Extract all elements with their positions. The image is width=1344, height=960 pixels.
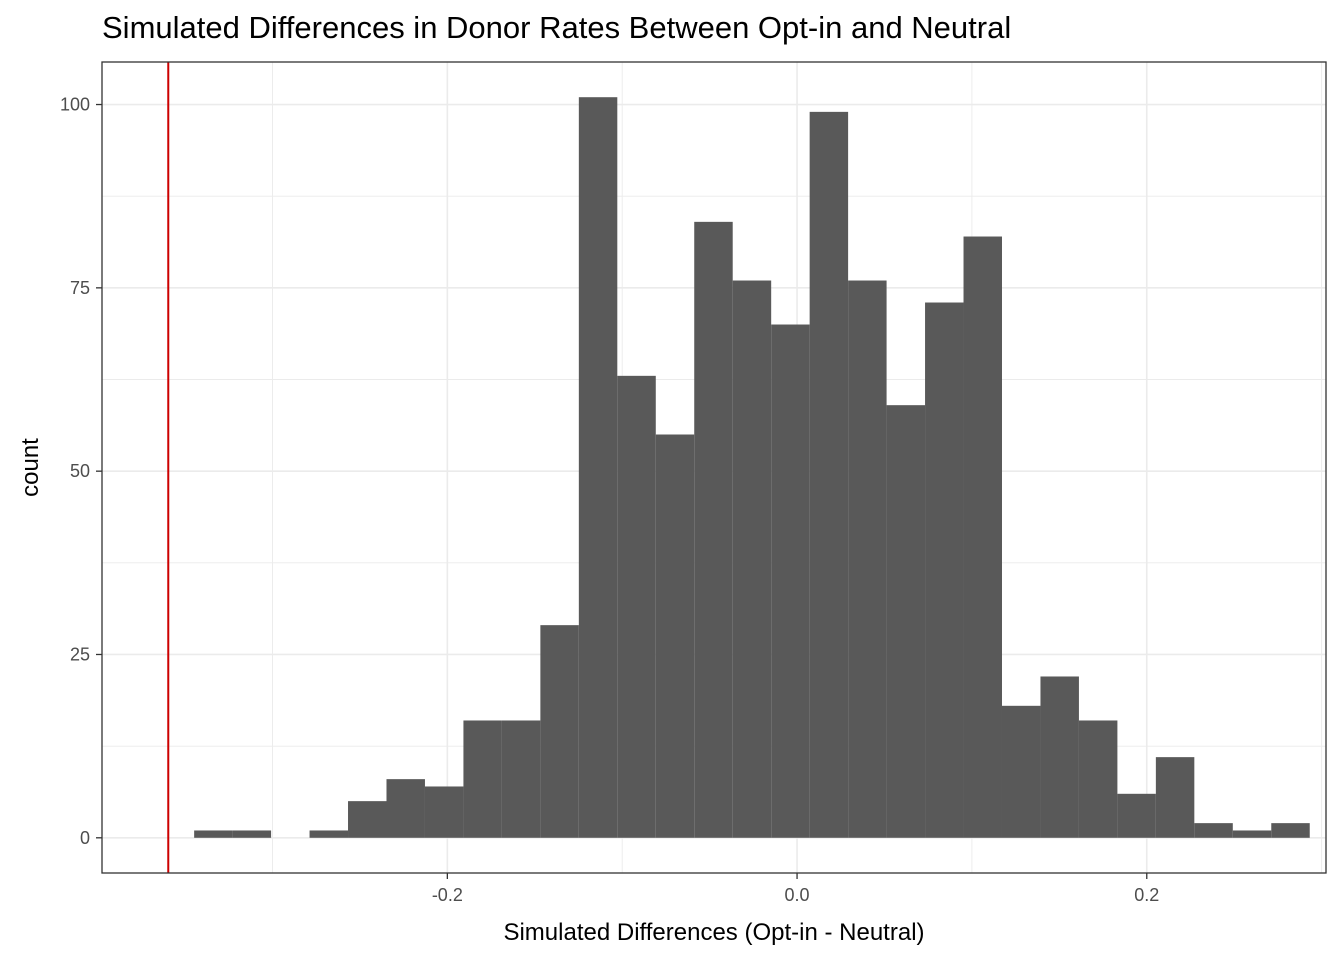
- histogram-bar: [1271, 823, 1310, 838]
- histogram-bar: [1078, 720, 1118, 838]
- histogram-bar: [732, 280, 772, 838]
- histogram-bar: [848, 280, 887, 838]
- histogram-bar: [386, 779, 425, 838]
- histogram-bar: [463, 720, 502, 838]
- y-tick-label: 100: [60, 95, 90, 115]
- x-tick-label: -0.2: [432, 885, 463, 905]
- histogram-bar: [886, 405, 926, 838]
- histogram-bar: [617, 375, 656, 838]
- histogram-bar: [540, 625, 579, 838]
- chart-title: Simulated Differences in Donor Rates Bet…: [102, 10, 1012, 45]
- x-tick-label: 0.2: [1134, 885, 1159, 905]
- histogram-bar: [578, 97, 618, 838]
- histogram-bar: [1232, 830, 1272, 838]
- y-tick-label: 50: [70, 461, 90, 481]
- y-tick-label: 75: [70, 278, 90, 298]
- histogram-bar: [348, 801, 387, 838]
- histogram-bar: [963, 236, 1002, 838]
- panel-border: [101, 61, 1327, 874]
- histogram-bar: [424, 786, 464, 838]
- histogram-bar: [232, 830, 272, 838]
- x-axis-title: Simulated Differences (Opt-in - Neutral): [503, 919, 924, 946]
- histogram-bar: [1040, 676, 1079, 838]
- x-tick-label: 0.0: [785, 885, 810, 905]
- histogram-bar: [1155, 757, 1195, 838]
- y-tick-label: 0: [80, 828, 90, 848]
- histogram-bar: [1194, 823, 1233, 838]
- y-axis: 0 25 50 75 100: [60, 95, 102, 848]
- histogram-bar: [771, 324, 810, 838]
- x-axis: -0.2 0.0 0.2: [432, 873, 1159, 905]
- histogram-bar: [194, 830, 233, 838]
- histogram-bar: [1001, 705, 1041, 838]
- y-axis-title: count: [17, 438, 44, 497]
- histogram-bar: [809, 111, 849, 838]
- histogram-bar: [1117, 793, 1156, 838]
- histogram-bar: [694, 221, 733, 838]
- histogram-bar: [925, 302, 964, 838]
- histogram-bar: [309, 830, 349, 838]
- y-tick-label: 25: [70, 644, 90, 664]
- histogram-bars: [194, 97, 1310, 838]
- histogram-bar: [655, 434, 695, 838]
- histogram-bar: [501, 720, 541, 838]
